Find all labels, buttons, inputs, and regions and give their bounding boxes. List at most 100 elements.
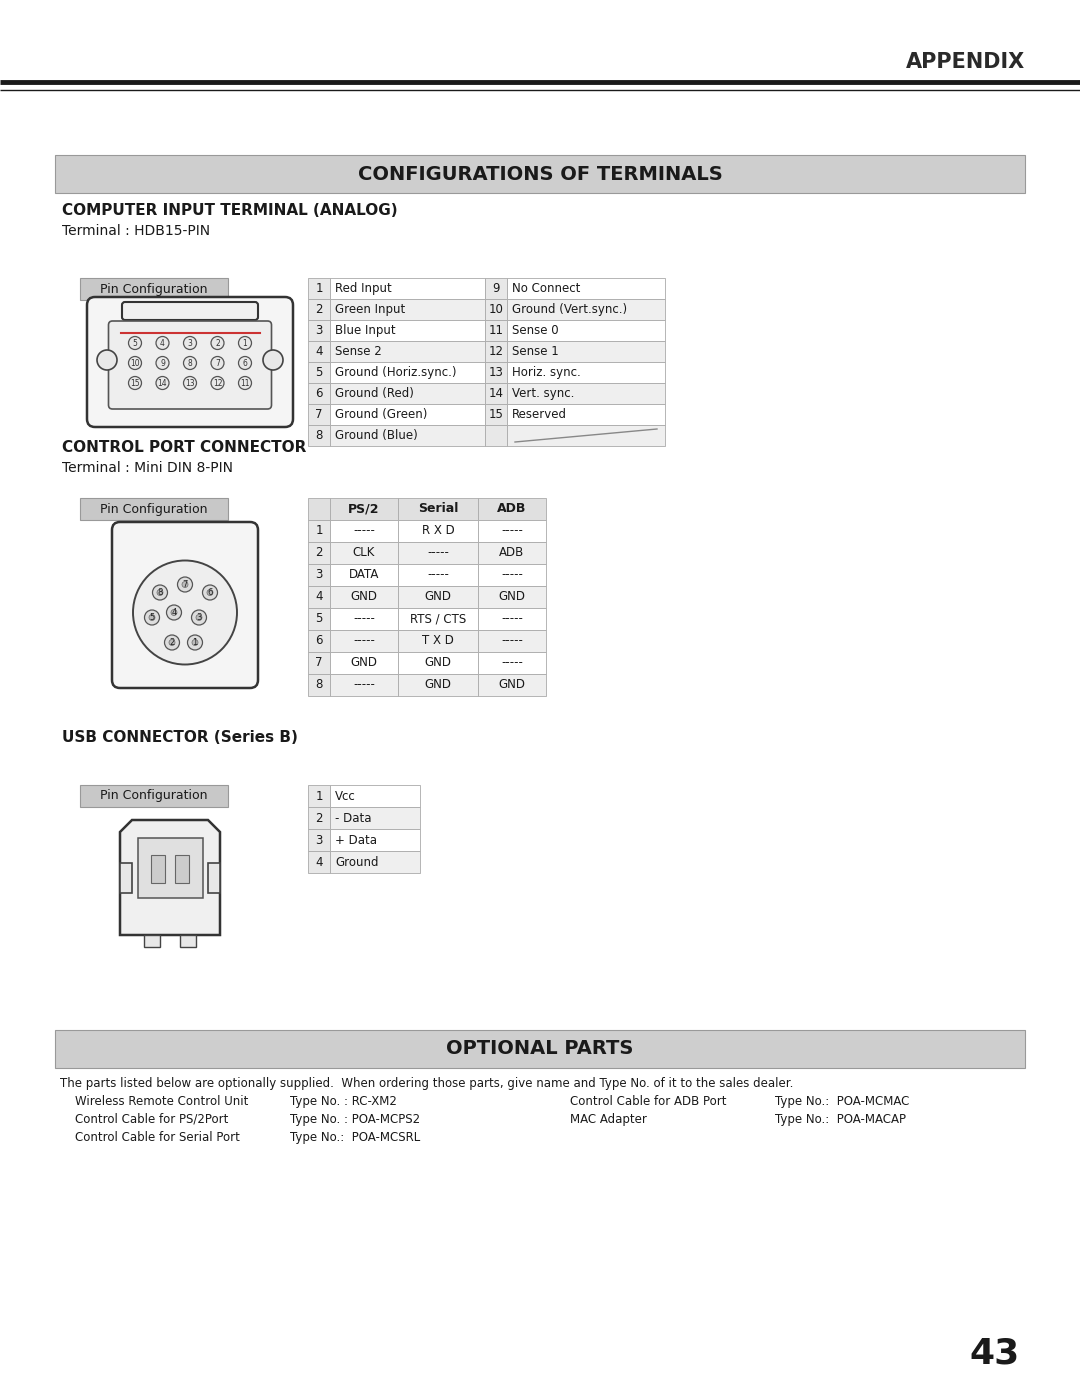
Text: 10: 10 [131, 359, 139, 367]
Text: Vcc: Vcc [335, 789, 355, 802]
Text: Control Cable for PS/2Port: Control Cable for PS/2Port [75, 1113, 228, 1126]
Circle shape [156, 377, 168, 390]
Bar [330, 652, 399, 673]
Text: 2: 2 [315, 303, 323, 316]
Text: -----: ----- [353, 524, 375, 538]
Text: GND: GND [499, 591, 526, 604]
Circle shape [149, 615, 156, 620]
Circle shape [183, 581, 188, 588]
Text: Sense 1: Sense 1 [512, 345, 558, 358]
Text: Control Cable for ADB Port: Control Cable for ADB Port [570, 1095, 727, 1108]
Text: GND: GND [424, 591, 451, 604]
Bar [208, 862, 220, 893]
Bar [478, 542, 546, 564]
Bar [308, 362, 330, 383]
Text: -----: ----- [353, 679, 375, 692]
Text: 8: 8 [188, 359, 192, 367]
Text: 3: 3 [197, 613, 202, 622]
Text: ADB: ADB [497, 503, 527, 515]
Text: 3: 3 [188, 338, 192, 348]
Bar [151, 855, 165, 883]
Text: 7: 7 [315, 408, 323, 420]
Text: 12: 12 [213, 379, 222, 387]
Text: -----: ----- [353, 612, 375, 626]
Text: 12: 12 [488, 345, 503, 358]
Text: 6: 6 [315, 387, 323, 400]
Text: DATA: DATA [349, 569, 379, 581]
Text: -----: ----- [501, 524, 523, 538]
Circle shape [211, 337, 224, 349]
Text: 1: 1 [315, 789, 323, 802]
Text: Pin Configuration: Pin Configuration [100, 282, 207, 296]
Bar [80, 785, 228, 807]
Circle shape [129, 377, 141, 390]
Bar [308, 299, 330, 320]
Bar [308, 425, 330, 446]
Text: 1: 1 [192, 638, 198, 647]
Text: ADB: ADB [499, 546, 525, 560]
Polygon shape [120, 820, 220, 935]
Bar [308, 542, 330, 564]
Bar [485, 404, 507, 425]
Text: Type No.:  POA-MCSRL: Type No.: POA-MCSRL [291, 1132, 420, 1144]
Circle shape [211, 377, 224, 390]
Text: MAC Adapter: MAC Adapter [570, 1113, 647, 1126]
Text: 3: 3 [315, 834, 323, 847]
Bar [144, 935, 160, 947]
Bar [478, 520, 546, 542]
Text: APPENDIX: APPENDIX [906, 52, 1025, 73]
Bar [507, 278, 665, 299]
Bar [80, 497, 228, 520]
Circle shape [166, 605, 181, 620]
Circle shape [184, 377, 197, 390]
Bar [120, 862, 132, 893]
Circle shape [164, 636, 179, 650]
Bar [308, 585, 330, 608]
Text: 5: 5 [315, 612, 323, 626]
Text: 2: 2 [170, 638, 175, 647]
Text: 4: 4 [315, 345, 323, 358]
Text: 14: 14 [488, 387, 503, 400]
Text: 4: 4 [172, 608, 177, 617]
Text: 1: 1 [315, 524, 323, 538]
Circle shape [264, 351, 283, 370]
Bar [330, 383, 485, 404]
Bar [330, 630, 399, 652]
Text: -----: ----- [501, 612, 523, 626]
Bar [330, 362, 485, 383]
Circle shape [156, 356, 168, 369]
Text: Type No.:  POA-MACAP: Type No.: POA-MACAP [775, 1113, 906, 1126]
Bar [330, 404, 485, 425]
Text: + Data: + Data [335, 834, 377, 847]
Text: 9: 9 [492, 282, 500, 295]
Bar [308, 608, 330, 630]
Bar [330, 564, 399, 585]
Bar [478, 630, 546, 652]
Text: 5: 5 [133, 338, 137, 348]
Bar [330, 807, 420, 828]
Text: 4: 4 [315, 591, 323, 604]
Bar [308, 497, 330, 520]
Bar [330, 341, 485, 362]
Circle shape [133, 560, 237, 665]
Circle shape [195, 615, 202, 620]
Bar [308, 383, 330, 404]
Bar [330, 320, 485, 341]
Text: CONFIGURATIONS OF TERMINALS: CONFIGURATIONS OF TERMINALS [357, 165, 723, 183]
Bar [80, 278, 228, 300]
Bar [308, 807, 330, 828]
Bar [399, 673, 478, 696]
Text: Pin Configuration: Pin Configuration [100, 503, 207, 515]
Bar [308, 652, 330, 673]
Text: 5: 5 [315, 366, 323, 379]
Bar [399, 630, 478, 652]
Text: 11: 11 [240, 379, 249, 387]
Text: 2: 2 [315, 546, 323, 560]
Bar [330, 520, 399, 542]
Bar [399, 497, 478, 520]
Circle shape [239, 356, 252, 369]
Text: 15: 15 [488, 408, 503, 420]
Text: Ground (Vert.sync.): Ground (Vert.sync.) [512, 303, 627, 316]
Text: 6: 6 [315, 634, 323, 647]
Text: -----: ----- [501, 634, 523, 647]
